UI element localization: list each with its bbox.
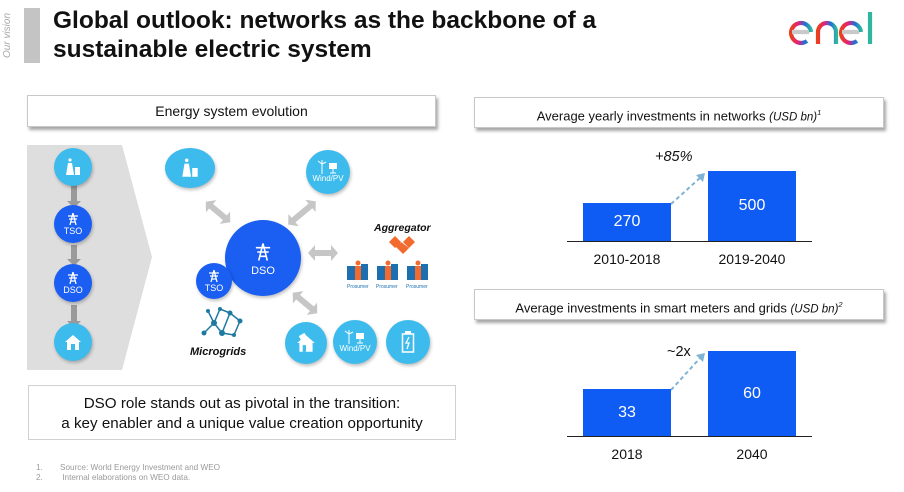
chart1-x-axis xyxy=(567,241,812,242)
transmission-tower-icon xyxy=(255,242,271,261)
chart1-title: Average yearly investments in networks xyxy=(536,108,766,124)
microgrids-label: Microgrids xyxy=(190,346,247,358)
chain-house xyxy=(54,323,92,361)
message-line-1: DSO role stands out as pivotal in the tr… xyxy=(83,395,401,412)
prosumer-icon-1 xyxy=(347,260,368,280)
aggregator-label: Aggregator xyxy=(374,222,431,234)
footnote-1-text: Source: World Energy Investment and WEO xyxy=(60,463,221,472)
prosumer-label-3: Prosumer xyxy=(406,284,428,290)
chain-tso-label: TSO xyxy=(63,226,83,236)
battery-icon xyxy=(401,331,415,353)
chart2-footnote-ref: 2 xyxy=(838,300,843,309)
transmission-tower-icon xyxy=(68,271,78,285)
chart1-footnote-ref: 1 xyxy=(817,108,822,117)
page-title: Global outlook: networks as the backbone… xyxy=(53,6,596,64)
chart2-category-1: 2018 xyxy=(611,446,643,462)
footnotes: 1. Source: World Energy Investment and W… xyxy=(36,463,220,483)
logo-letter-n xyxy=(815,20,839,44)
chart2-title: Average investments in smart meters and … xyxy=(515,300,787,316)
dso-hub: DSO xyxy=(225,220,301,296)
energy-system-heading: Energy system evolution xyxy=(27,95,436,127)
chart2-bar-1-value: 33 xyxy=(618,404,636,421)
chart1-bar-2-value: 500 xyxy=(738,197,766,214)
chart2-x-axis xyxy=(567,436,812,437)
transmission-tower-icon xyxy=(68,212,78,226)
footnote-2-num: 2. xyxy=(36,473,43,482)
chart2-bar-2-value: 60 xyxy=(743,385,761,402)
arrow-to-prosumer-assets xyxy=(292,291,318,315)
chart1-bar-1: 270 xyxy=(583,203,671,241)
footnote-2: 2. Internal elaborations on WEO data. xyxy=(36,473,220,483)
wind-solar-icon xyxy=(317,160,337,174)
chart1-bar-1-value: 270 xyxy=(613,213,641,230)
dso-hub-label: DSO xyxy=(251,264,275,277)
chart2-growth-arrow xyxy=(670,353,705,391)
title-accent-bar xyxy=(24,8,40,63)
arrow-to-aggregator xyxy=(308,245,338,261)
prosumer-group: Prosumer Prosumer Prosumer xyxy=(345,258,435,294)
chart1-unit: (USD bn) xyxy=(769,111,818,124)
message-line-2: a key enabler and a unique value creatio… xyxy=(61,415,423,432)
power-plant-icon xyxy=(66,158,80,175)
footnote-1-num: 1. xyxy=(36,463,43,472)
house-icon xyxy=(65,335,81,350)
footnote-1: 1. Source: World Energy Investment and W… xyxy=(36,463,220,473)
chain-tso: TSO xyxy=(54,205,92,243)
chain-power-plant xyxy=(54,148,92,186)
chart1-category-2: 2019-2040 xyxy=(718,251,786,267)
power-plant-node xyxy=(165,148,215,188)
chart1-annotation: +85% xyxy=(655,149,693,165)
power-plant-icon xyxy=(182,158,198,177)
enel-logo: enel xyxy=(789,12,873,46)
prosumer-icons xyxy=(347,260,428,280)
wind-pv-node-top: Wind/PV xyxy=(306,150,350,194)
wind-solar-icon xyxy=(344,330,364,344)
handshake-icon xyxy=(389,236,415,254)
smart-meters-investment-chart: ~2x 33 2018 60 2040 xyxy=(565,335,815,470)
wind-pv-bottom-label: Wind/PV xyxy=(339,344,371,353)
dso-role-message: DSO role stands out as pivotal in the tr… xyxy=(28,385,456,440)
battery-node xyxy=(386,320,430,364)
arrow-to-power-plant xyxy=(205,200,231,224)
prosumer-label-1: Prosumer xyxy=(347,284,369,290)
transmission-tower-icon xyxy=(209,269,219,283)
chart2-bar-1: 33 xyxy=(583,389,671,436)
prosumer-icon-3 xyxy=(407,260,428,280)
house-solar-icon xyxy=(297,332,315,352)
microgrid-network-icon xyxy=(201,307,243,337)
networks-investment-chart: +85% 270 2010-2018 500 2019-2040 xyxy=(565,140,815,275)
wind-pv-top-label: Wind/PV xyxy=(312,174,344,183)
chart1-bar-2: 500 xyxy=(708,171,796,241)
house-solar-node xyxy=(285,322,327,364)
title-line-2: sustainable electric system xyxy=(53,36,372,63)
double-arrows xyxy=(205,199,338,315)
tso-node: TSO xyxy=(196,263,232,299)
footnote-2-text: Internal elaborations on WEO data. xyxy=(60,473,191,482)
chain-dso-label: DSO xyxy=(63,285,83,295)
chart2-annotation: ~2x xyxy=(667,344,691,360)
chart2-bar-2: 60 xyxy=(708,351,796,436)
smart-meters-investment-heading: Average investments in smart meters and … xyxy=(474,289,884,320)
section-tag: Our vision xyxy=(2,12,13,58)
chart1-category-1: 2010-2018 xyxy=(593,251,661,267)
chart2-category-2: 2040 xyxy=(736,446,768,462)
tso-node-label: TSO xyxy=(204,283,224,293)
networks-investment-heading: Average yearly investments in networks (… xyxy=(474,97,884,128)
logo-letter-e2 xyxy=(839,20,864,46)
chart2-unit: (USD bn) xyxy=(790,303,839,316)
chain-dso: DSO xyxy=(54,264,92,302)
prosumer-icon-2 xyxy=(377,260,398,280)
chart1-growth-arrow xyxy=(670,173,705,205)
wind-pv-node-bottom: Wind/PV xyxy=(333,320,377,364)
logo-letter-e1 xyxy=(789,20,814,46)
hub-arrows xyxy=(205,199,338,315)
prosumer-label-2: Prosumer xyxy=(376,284,398,290)
arrow-to-wind-pv xyxy=(288,199,316,227)
title-line-1: Global outlook: networks as the backbone… xyxy=(53,7,597,34)
